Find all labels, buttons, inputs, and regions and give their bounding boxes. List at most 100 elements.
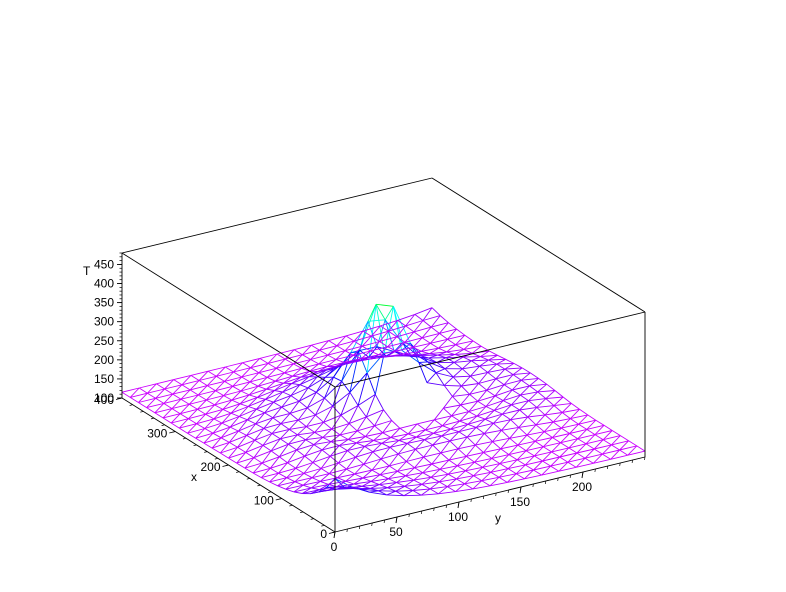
mesh-edge-247 bbox=[448, 459, 458, 467]
mesh-edge-776 bbox=[246, 435, 256, 441]
mesh-edge-727 bbox=[288, 429, 298, 436]
mesh-edge-671 bbox=[288, 434, 298, 445]
mesh-edge-45 bbox=[584, 457, 594, 464]
mesh-edge-429 bbox=[518, 416, 529, 428]
mesh-edge-1219 bbox=[197, 394, 207, 401]
mesh-edge-1367 bbox=[396, 325, 407, 338]
mesh-edge-464 bbox=[398, 439, 408, 444]
mesh-edge-563 bbox=[321, 445, 340, 451]
mesh-edge-1283 bbox=[241, 376, 251, 383]
mesh-edge-567 bbox=[338, 439, 349, 446]
mesh-edge-1192 bbox=[369, 356, 387, 360]
mesh-edge-942 bbox=[230, 419, 248, 428]
mesh-edge-1401 bbox=[267, 353, 278, 364]
mesh-edge-777 bbox=[254, 433, 273, 441]
mesh-edge-643 bbox=[451, 404, 461, 417]
mesh-edge-592 bbox=[485, 406, 495, 411]
mesh-edge-806 bbox=[418, 362, 428, 383]
mesh-edge-180 bbox=[388, 478, 397, 483]
mesh-edge-520 bbox=[398, 436, 417, 441]
mesh-edge-562 bbox=[313, 444, 323, 451]
mesh-edge-493 bbox=[561, 403, 572, 413]
mesh-edge-1302 bbox=[353, 350, 371, 356]
mesh-edge-651 bbox=[503, 394, 521, 402]
mesh-edge-418 bbox=[458, 431, 468, 438]
mesh-edge-148 bbox=[524, 455, 535, 466]
mesh-edge-233 bbox=[371, 478, 389, 482]
mesh-edge-1357 bbox=[344, 345, 363, 352]
mesh-edge-679 bbox=[339, 430, 358, 436]
mesh-edge-653 bbox=[511, 389, 521, 396]
mesh-edge-756 bbox=[452, 385, 462, 397]
mesh-edge-977 bbox=[428, 357, 438, 363]
mesh-edge-430 bbox=[527, 416, 537, 426]
mesh-edge-1383 bbox=[164, 379, 175, 390]
mesh-edge-505 bbox=[312, 455, 331, 463]
x-minor-tick bbox=[193, 444, 197, 447]
mesh-edge-552 bbox=[252, 462, 263, 474]
mesh-edge-1279 bbox=[215, 381, 225, 392]
mesh-edge-1366 bbox=[396, 331, 415, 338]
mesh-edge-216 bbox=[594, 434, 604, 441]
mesh-edge-224 bbox=[319, 486, 337, 491]
mesh-edge-581 bbox=[425, 425, 443, 431]
mesh-edge-370 bbox=[509, 434, 528, 439]
mesh-edge-710 bbox=[511, 379, 522, 391]
mesh-edge-1368 bbox=[405, 325, 415, 333]
z-tick-label-7: 450 bbox=[94, 257, 114, 271]
mesh-edge-262 bbox=[534, 440, 544, 448]
mesh-edge-272 bbox=[594, 430, 613, 436]
mesh-edge-739 bbox=[357, 405, 367, 418]
mesh-edge-35 bbox=[524, 469, 534, 480]
mesh-edge-1266 bbox=[146, 402, 164, 409]
mesh-edge-102 bbox=[584, 448, 595, 459]
mesh-edge-281 bbox=[320, 480, 329, 485]
mesh-edge-421 bbox=[475, 427, 485, 434]
mesh-edge-1431 bbox=[139, 383, 157, 389]
mesh-edge-1265 bbox=[138, 402, 147, 408]
mesh-edge-209 bbox=[551, 442, 561, 453]
mesh-edge-787 bbox=[306, 414, 316, 427]
mesh-edge-1037 bbox=[445, 354, 456, 359]
mesh-edge-374 bbox=[526, 424, 537, 436]
mesh-edge-1392 bbox=[215, 366, 226, 377]
x-minor-tick bbox=[150, 417, 155, 420]
mesh-edge-289 bbox=[362, 469, 373, 479]
mesh-edge-1005 bbox=[265, 398, 274, 403]
mesh-edge-761 bbox=[486, 384, 505, 391]
mesh-edge-985 bbox=[471, 356, 481, 362]
mesh-edge-663 bbox=[245, 452, 255, 459]
mesh-edge-376 bbox=[544, 427, 562, 433]
mesh-edge-1344 bbox=[267, 363, 277, 369]
mesh-edge-1161 bbox=[188, 403, 198, 410]
mesh-edge-335 bbox=[302, 477, 313, 486]
mesh-edge-894 bbox=[272, 406, 283, 419]
mesh-edge-1375 bbox=[121, 391, 131, 398]
mesh-edge-1172 bbox=[248, 385, 259, 396]
mesh-edge-636 bbox=[416, 419, 435, 425]
mesh-edge-416 bbox=[449, 436, 468, 442]
mesh-edge-1113 bbox=[239, 396, 258, 405]
mesh-edge-1046 bbox=[179, 423, 197, 429]
mesh-edge-641 bbox=[443, 407, 452, 417]
mesh-edge-1010 bbox=[290, 384, 301, 396]
y-tick-label-0: 0 bbox=[331, 540, 338, 554]
mesh-edge-300 bbox=[431, 459, 450, 465]
mesh-edge-382 bbox=[578, 419, 596, 425]
mesh-edge-966 bbox=[367, 319, 386, 322]
mesh-edge-1316 bbox=[430, 326, 440, 334]
mesh-edge-1404 bbox=[284, 349, 295, 360]
mesh-edge-44 bbox=[575, 457, 586, 468]
mesh-edge-1056 bbox=[230, 403, 241, 414]
mesh-edge-261 bbox=[525, 440, 536, 452]
mesh-edge-196 bbox=[482, 463, 500, 468]
mesh-edge-573 bbox=[373, 432, 383, 441]
mesh-edge-1250 bbox=[378, 350, 396, 356]
mesh-edge-1361 bbox=[361, 335, 372, 347]
mesh-edge-242 bbox=[422, 468, 441, 474]
mesh-edge-1324 bbox=[155, 393, 173, 399]
mesh-edge-1117 bbox=[256, 388, 267, 398]
mesh-edge-1044 bbox=[489, 350, 498, 356]
mesh-edge-1039 bbox=[463, 356, 481, 358]
z-axis-label: T bbox=[83, 264, 91, 278]
